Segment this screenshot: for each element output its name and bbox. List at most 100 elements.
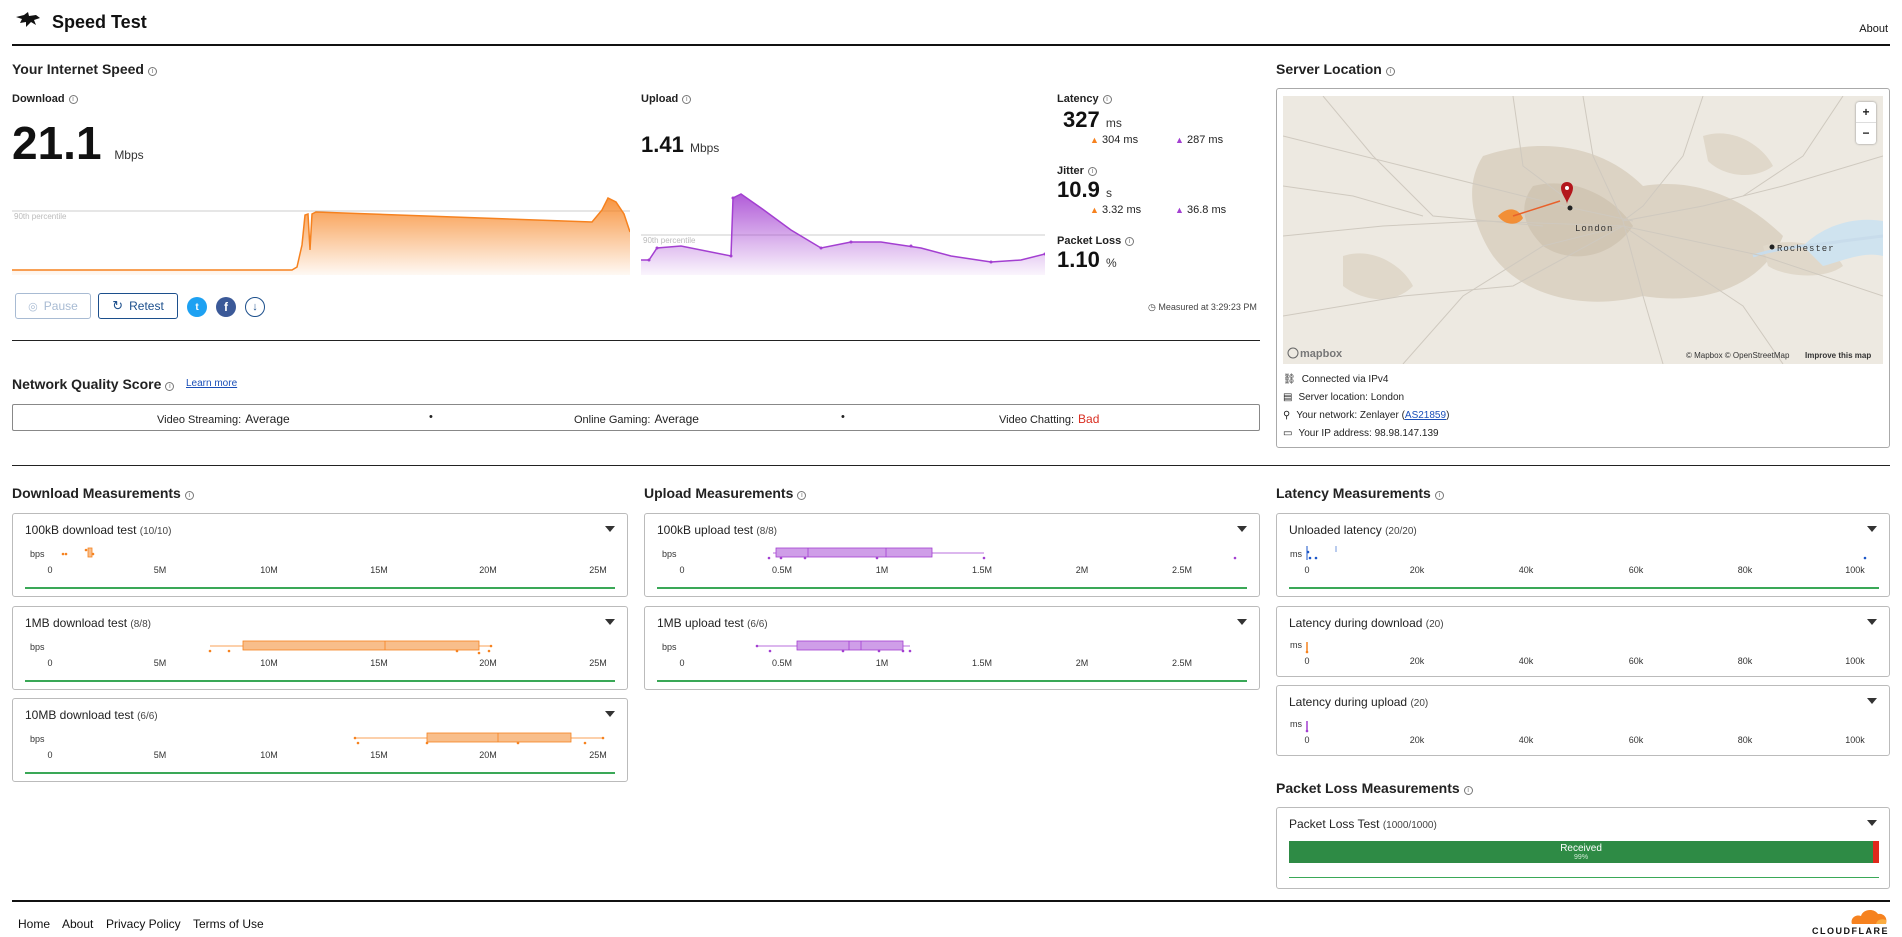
axis-tick: 80k	[1737, 735, 1753, 745]
clock-icon: ◷	[1148, 302, 1156, 312]
speed-section-title: Your Internet Speed i	[12, 61, 157, 77]
axis-tick: 20M	[479, 658, 497, 668]
asn-link[interactable]: AS21859	[1404, 410, 1447, 421]
info-icon: i	[165, 382, 175, 391]
axis-tick: 5M	[153, 658, 167, 668]
zoom-out-button[interactable]: −	[1862, 126, 1870, 140]
upload-triangle-icon: ▲	[1175, 205, 1184, 215]
axis-tick: 100k	[1845, 565, 1865, 575]
progress-line	[657, 587, 1247, 589]
axis-tick: 40k	[1518, 565, 1534, 575]
map-zoom-controls: + −	[1856, 102, 1876, 144]
upload-percentile-label: 90th percentile	[643, 236, 696, 245]
axis-tick: 5M	[153, 750, 167, 760]
section-divider	[12, 465, 1890, 466]
packet-loss-value: 1.10 %	[1057, 247, 1117, 272]
footer-link-privacy[interactable]: Privacy Policy	[106, 917, 181, 931]
axis-unit: bps	[662, 549, 677, 559]
chevron-down-icon[interactable]	[1867, 526, 1877, 532]
axis-tick: 20k	[1409, 565, 1425, 575]
latency-value: 327 ms	[1063, 107, 1122, 132]
axis-tick: 80k	[1737, 565, 1753, 575]
axis-tick: 40k	[1518, 656, 1534, 666]
upload-triangle-icon: ▲	[1175, 135, 1184, 145]
axis-tick: 40k	[1518, 735, 1534, 745]
packet-loss-measurements-title: Packet Loss Measurements i	[1276, 780, 1473, 796]
axis-tick: 2M	[1075, 565, 1089, 575]
axis-tick: 60k	[1628, 565, 1644, 575]
footer-link-home[interactable]: Home	[18, 917, 51, 931]
progress-line	[25, 680, 615, 682]
retest-button[interactable]: ↻ Retest	[98, 293, 178, 319]
twitter-share-icon[interactable]: t	[187, 297, 207, 317]
download-1mb-boxplot	[208, 640, 493, 655]
pause-button[interactable]: ◎ Pause	[15, 293, 91, 319]
zoom-in-button[interactable]: +	[1856, 102, 1876, 123]
info-icon: i	[68, 95, 78, 104]
card-title: 1MB download test (8/8)	[25, 616, 151, 630]
info-icon: i	[1125, 237, 1135, 246]
upload-100kb-boxplot	[767, 547, 1237, 560]
latency-label: Latency i	[1057, 93, 1112, 105]
axis-tick: 1M	[875, 565, 889, 575]
progress-line	[657, 680, 1247, 682]
footer-link-terms[interactable]: Terms of Use	[193, 917, 264, 931]
mapbox-logo: mapbox	[1300, 348, 1343, 360]
chevron-down-icon[interactable]	[1867, 820, 1877, 826]
about-link[interactable]: About	[1859, 23, 1888, 35]
download-10mb-card: 10MB download test (6/6) bps 0 5M 10M 15…	[12, 698, 628, 782]
axis-tick: 100k	[1845, 735, 1865, 745]
footer-link-about[interactable]: About	[62, 917, 94, 931]
axis-tick: 10M	[260, 658, 278, 668]
axis-tick: 1.5M	[971, 565, 993, 575]
server-location-panel	[1276, 88, 1890, 448]
chevron-down-icon[interactable]	[1867, 698, 1877, 704]
card-title: 100kB download test (10/10)	[25, 523, 172, 537]
server-map[interactable]: London Rochester © Mapbox © OpenStreetMa…	[1283, 96, 1883, 364]
axis-tick: 0	[679, 565, 685, 575]
learn-more-link[interactable]: Learn more	[186, 378, 238, 389]
connection-info-row: ⛓ Connected via IPv4	[1283, 374, 1389, 385]
axis-tick: 25M	[589, 750, 607, 760]
axis-unit: ms	[1290, 719, 1302, 729]
info-icon: i	[1102, 95, 1112, 104]
chevron-down-icon[interactable]	[1867, 619, 1877, 625]
server-location-row: ▤ Server location: London	[1283, 392, 1405, 403]
received-bar-fill	[1289, 841, 1874, 863]
info-icon: i	[184, 491, 194, 500]
download-1mb-card: 1MB download test (8/8) bps 0 5M 10M 15M…	[12, 606, 628, 690]
quality-section-title: Network Quality Score i	[12, 376, 175, 392]
latency-download-boxplot	[1305, 642, 1309, 654]
axis-tick: 25M	[589, 658, 607, 668]
chevron-down-icon[interactable]	[605, 526, 615, 532]
info-icon: i	[1385, 67, 1395, 76]
axis-tick: 20M	[479, 565, 497, 575]
chevron-down-icon[interactable]	[605, 711, 615, 717]
unloaded-latency-boxplot	[1306, 546, 1867, 560]
chevron-down-icon[interactable]	[605, 619, 615, 625]
axis-tick: 1.5M	[971, 658, 993, 668]
chevron-down-icon[interactable]	[1237, 526, 1247, 532]
network-info-row: ⚲ Your network: Zenlayer (AS21859)	[1283, 410, 1450, 421]
axis-tick: 2M	[1075, 658, 1089, 668]
chevron-down-icon[interactable]	[1237, 619, 1247, 625]
card-title: Latency during download (20)	[1289, 616, 1444, 630]
download-results-icon[interactable]: ↓	[245, 297, 265, 317]
score-separator: •	[429, 411, 433, 423]
download-triangle-icon: ▲	[1090, 135, 1099, 145]
map-city-rochester: Rochester	[1777, 244, 1835, 254]
axis-unit: bps	[30, 734, 45, 744]
upload-measurements-title: Upload Measurements i	[644, 485, 807, 501]
upload-value: 1.41 Mbps	[641, 132, 720, 157]
axis-tick: 2.5M	[1171, 565, 1193, 575]
jitter-down-value: ▲ 3.32 ms	[1090, 204, 1142, 216]
speedtest-logo-icon	[14, 11, 42, 31]
header-divider	[12, 44, 1890, 46]
card-title: 10MB download test (6/6)	[25, 708, 158, 722]
facebook-share-icon[interactable]: f	[216, 297, 236, 317]
info-icon: i	[797, 491, 807, 500]
latency-upload-boxplot	[1305, 721, 1309, 733]
axis-tick: 15M	[370, 750, 388, 760]
packet-loss-test-card: Packet Loss Test (1000/1000) Received 99…	[1276, 807, 1890, 889]
axis-tick: 15M	[370, 658, 388, 668]
